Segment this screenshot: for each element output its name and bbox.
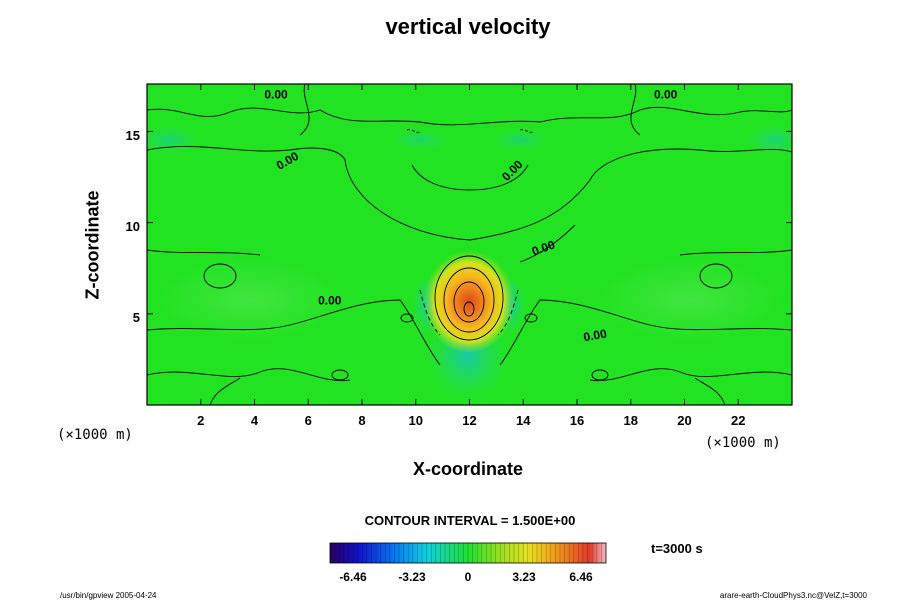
field-shading xyxy=(147,126,792,400)
colorbar-tick-label: 3.23 xyxy=(512,570,536,584)
y-axis-label: Z-coordinate xyxy=(82,190,103,300)
x-tick-label: 18 xyxy=(623,413,638,428)
chart-title: vertical velocity xyxy=(385,14,551,39)
colorbar-stripes xyxy=(334,543,602,563)
colorbar-tick-label: -6.46 xyxy=(339,570,367,584)
colorbar-tick-label: -3.23 xyxy=(398,570,426,584)
footer-left: /usr/bin/gpview 2005-04-24 xyxy=(60,591,157,600)
x-tick-label: 16 xyxy=(569,413,585,428)
x-tick-label: 2 xyxy=(197,413,205,428)
y-tick-label: 10 xyxy=(125,219,140,234)
x-tick-label: 4 xyxy=(250,413,259,428)
time-label: t=3000 s xyxy=(651,541,703,556)
contour-label: 0.00 xyxy=(318,294,342,308)
x-tick-label: 8 xyxy=(358,413,366,428)
x-tick-label: 14 xyxy=(516,413,531,428)
x-tick-label: 22 xyxy=(731,413,746,428)
colorbar-tick-label: 6.46 xyxy=(569,570,593,584)
y-tick-label: 5 xyxy=(132,310,140,325)
updraft-core xyxy=(423,248,515,352)
contour-interval-label: CONTOUR INTERVAL = 1.500E+00 xyxy=(364,513,576,528)
x-axis-unit: (×1000 m) xyxy=(705,435,781,451)
x-tick-label: 20 xyxy=(677,413,692,428)
y-tick-label: 15 xyxy=(125,128,140,143)
contour-lines xyxy=(147,84,792,405)
x-tick-label: 10 xyxy=(408,413,423,428)
colorbar-tick-label: 0 xyxy=(464,570,472,584)
contour-label: 0.00 xyxy=(264,88,288,102)
contour-label: 0.00 xyxy=(582,326,608,344)
x-axis-label: X-coordinate xyxy=(412,459,524,479)
contour-label: 0.00 xyxy=(654,88,678,102)
x-tick-label: 12 xyxy=(462,413,477,428)
footer-right: arare-earth-CloudPhys3.nc@VelZ,t=3000 xyxy=(719,591,867,600)
y-axis-unit: (×1000 m) xyxy=(57,427,133,443)
tick-marks xyxy=(147,84,792,405)
x-tick-label: 6 xyxy=(304,413,312,428)
